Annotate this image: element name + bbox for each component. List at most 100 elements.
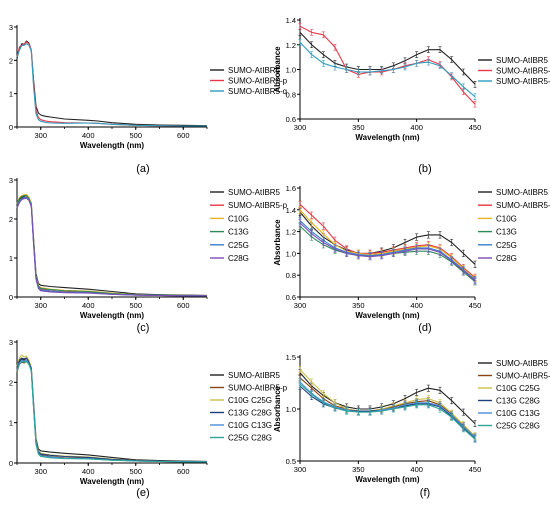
x-tick-label: 300: [294, 123, 307, 132]
panel-caption: (c): [137, 322, 150, 334]
x-axis-label: Wavelength (nm): [80, 311, 144, 320]
legend-label: SUMO-AtIBR5-p: [228, 201, 288, 210]
y-tick-label: 0.6: [286, 115, 296, 124]
series-line-5: [16, 197, 207, 297]
panel-a: 0 1 2 3 300 400 500 600 Wavelength (nm) Absorbanc…: [9, 23, 288, 175]
y-tick-label: 0.8: [286, 90, 296, 99]
series-line-1: [16, 41, 207, 127]
x-tick-label: 600: [177, 467, 190, 476]
series-line-1: [299, 203, 476, 278]
legend-label: SUMO-AtIBR5: [496, 359, 549, 368]
x-tick-label: 450: [469, 301, 482, 310]
panel-f: 0.5 1.0 1.5 300 350 400 450 Wavelength (nm) Abso…: [273, 353, 550, 499]
x-tick-label: 300: [294, 465, 307, 474]
legend-label: SUMO-AtIBR5-p: [228, 77, 288, 86]
panel-e: 0 1 2 3 300 400 500 600 Wavelength (nm) Absorbanc…: [9, 338, 288, 499]
legend-label: SUMO-AtIBR5: [228, 371, 281, 380]
x-tick-label: 400: [82, 301, 95, 310]
y-tick-label: 1: [9, 90, 13, 99]
x-tick-label: 350: [352, 301, 365, 310]
legend-label: C25G C28G: [496, 422, 540, 431]
legend-label: C10G C13G: [496, 409, 540, 418]
series-line-0: [16, 357, 208, 462]
y-tick-label: 1: [9, 254, 13, 263]
x-tick-label: 400: [410, 123, 423, 132]
series-line-1: [299, 25, 476, 105]
series-line-4: [299, 381, 476, 438]
x-tick-label: 350: [352, 465, 365, 474]
series-line-5: [16, 360, 207, 463]
legend-label: C28G: [496, 254, 517, 263]
x-tick-label: 300: [34, 301, 47, 310]
series-line-4: [16, 359, 207, 463]
y-tick-label: 3: [9, 23, 13, 32]
y-axis-label: Absorbance: [273, 46, 282, 93]
y-tick-label: 1.2: [286, 41, 296, 50]
legend-label: C13G C28G: [496, 397, 540, 406]
panel-caption: (e): [136, 487, 149, 499]
series-line-4: [299, 220, 476, 281]
legend-label: C13G: [228, 228, 249, 237]
legend-label: SUMO-AtIBR5-p: [496, 201, 550, 210]
y-tick-label: 2: [9, 378, 13, 387]
y-tick-label: 0: [9, 293, 13, 302]
series-line-2: [299, 209, 476, 279]
series-line-3: [16, 195, 208, 297]
x-tick-label: 400: [410, 465, 423, 474]
x-tick-label: 600: [177, 131, 190, 140]
legend-label: SUMO-AtIBR5-p: [496, 372, 550, 381]
series-line-3: [16, 357, 208, 463]
y-tick-label: 3: [9, 338, 13, 347]
y-tick-label: 3: [9, 176, 13, 185]
y-axis-label: Absorbance: [273, 219, 282, 266]
x-tick-label: 300: [34, 467, 47, 476]
x-tick-label: 350: [352, 123, 365, 132]
y-tick-label: 1.0: [286, 249, 296, 258]
legend-label: SUMO-AtIBR5: [228, 66, 281, 75]
legend-label: C28G: [228, 254, 249, 263]
y-tick-label: 0: [9, 123, 13, 132]
panel-caption: (f): [420, 487, 430, 499]
x-tick-label: 300: [34, 131, 47, 140]
x-tick-label: 450: [469, 123, 482, 132]
legend-label: SUMO-AtIBR5-p: [228, 384, 288, 393]
legend-label: C13G: [496, 228, 517, 237]
panel-d: 0.6 0.8 1.0 1.2 1.4 1.6 300 350 400 450 Wavelength…: [273, 184, 550, 334]
y-tick-label: 0: [9, 459, 13, 468]
series-line-1: [16, 360, 207, 463]
x-tick-label: 450: [469, 465, 482, 474]
legend-label: SUMO-AtIBR5: [496, 56, 549, 65]
series-line-0: [299, 372, 476, 424]
x-axis-label: Wavelength (nm): [355, 475, 419, 484]
x-tick-label: 400: [82, 467, 95, 476]
series-line-2: [299, 41, 476, 98]
y-tick-label: 1.4: [286, 16, 296, 25]
legend-label: SUMO-AtIBR5-q: [496, 77, 550, 86]
panel-caption: (a): [136, 163, 149, 175]
series-line-2: [16, 193, 208, 297]
panel-c: 0 1 2 3 300 400 500 600 Wavelength (nm) Absorbanc…: [9, 176, 288, 334]
y-tick-label: 1.0: [286, 405, 296, 414]
y-tick-label: 1.0: [286, 66, 296, 75]
y-tick-label: 0.5: [286, 457, 296, 466]
legend-label: C25G: [496, 241, 517, 250]
legend-label: C13G C28G: [228, 409, 272, 418]
x-tick-label: 500: [129, 467, 142, 476]
series-line-5: [299, 222, 476, 282]
x-tick-label: 400: [82, 131, 95, 140]
y-tick-label: 0.8: [286, 271, 296, 280]
x-tick-label: 300: [294, 301, 307, 310]
legend-label: SUMO-AtIBR5-q: [228, 87, 287, 96]
series-line-2: [16, 354, 208, 463]
series-line-1: [16, 196, 207, 297]
x-axis-label: Wavelength (nm): [80, 477, 144, 486]
series-line-0: [16, 195, 208, 296]
legend-label: C10G C13G: [228, 421, 272, 430]
x-tick-label: 500: [129, 301, 142, 310]
x-axis-label: Wavelength (nm): [80, 141, 144, 150]
x-tick-label: 400: [410, 301, 423, 310]
legend-label: SUMO-AtIBR5: [496, 188, 549, 197]
x-axis-label: Wavelength (nm): [355, 133, 419, 142]
y-tick-label: 1.5: [286, 353, 296, 362]
